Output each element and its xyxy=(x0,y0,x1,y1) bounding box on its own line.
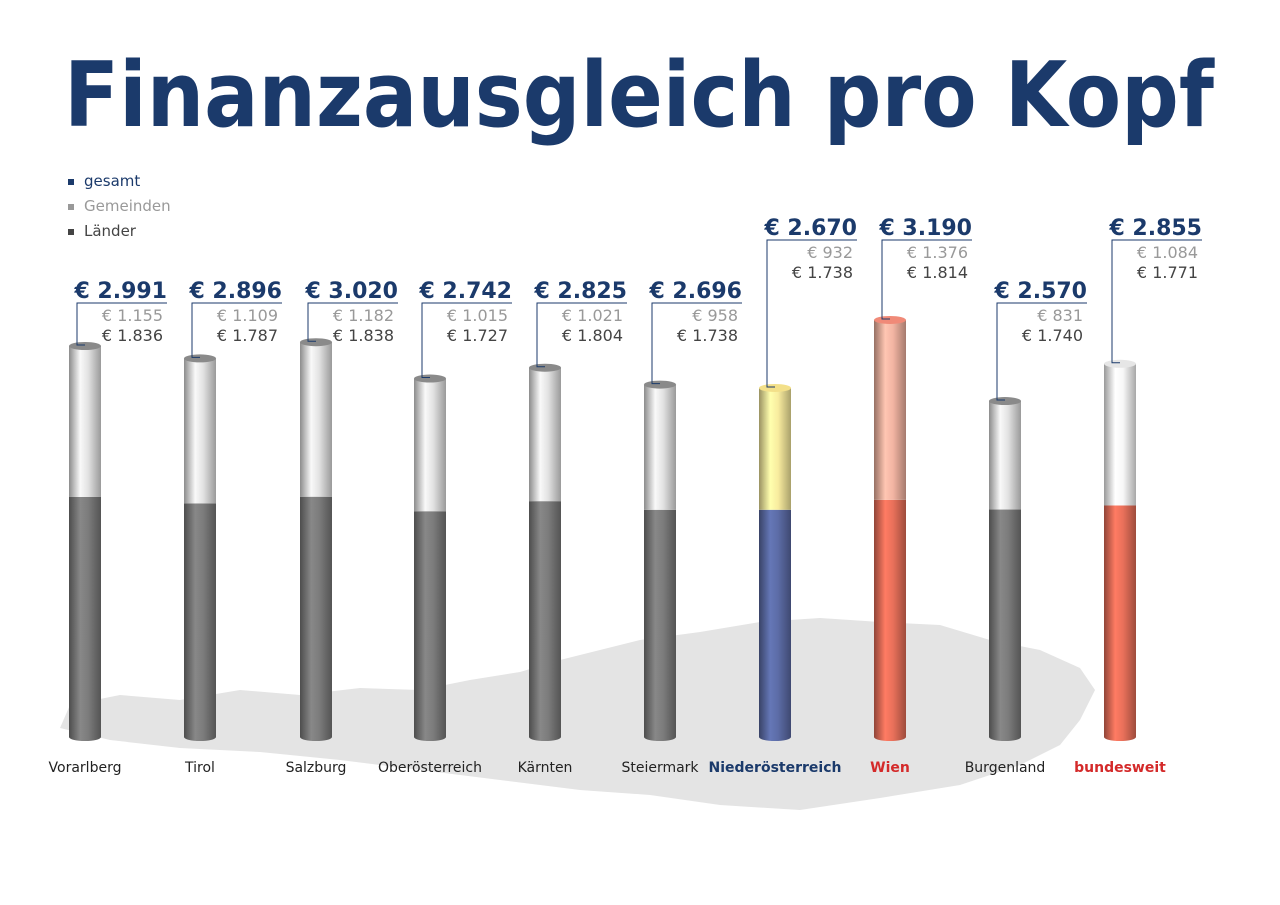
leader-line xyxy=(881,239,972,320)
bar-segment xyxy=(874,499,906,737)
x-tick-label: Wien xyxy=(870,760,910,776)
legend-label: Länder xyxy=(84,222,137,240)
bar-segment xyxy=(69,346,101,497)
bar-segment xyxy=(529,367,561,502)
laender-label: € 1.727 xyxy=(447,326,508,345)
x-tick-label: Steiermark xyxy=(621,760,699,776)
gemeinden-label: € 1.015 xyxy=(447,306,508,325)
legend-label: Gemeinden xyxy=(84,197,171,215)
leader-line xyxy=(996,302,1087,401)
x-tick-label: bundesweit xyxy=(1074,760,1166,776)
bar-segment xyxy=(989,509,1021,737)
chart-title: Finanzausgleich pro Kopf xyxy=(64,43,1215,148)
laender-label: € 1.804 xyxy=(562,326,623,345)
leader-line xyxy=(536,302,627,368)
leader-line xyxy=(766,239,857,388)
laender-label: € 1.771 xyxy=(1137,263,1198,282)
gemeinden-label: € 1.021 xyxy=(562,306,623,325)
total-label: € 2.670 xyxy=(763,216,857,241)
leader-line xyxy=(651,302,742,385)
bar-segment xyxy=(300,342,332,497)
bar-segment xyxy=(300,496,332,737)
x-tick-label: Salzburg xyxy=(286,760,347,776)
bar-segment xyxy=(1104,363,1136,506)
cylinder-top xyxy=(529,363,561,372)
cylinder-top xyxy=(69,342,101,350)
gemeinden-label: € 1.182 xyxy=(333,306,394,325)
gemeinden-label: € 958 xyxy=(692,306,738,325)
cylinder-top xyxy=(300,338,332,347)
laender-label: € 1.838 xyxy=(333,326,394,345)
total-label: € 3.020 xyxy=(304,279,398,304)
bar-segment xyxy=(184,503,216,737)
x-tick-label: Oberösterreich xyxy=(378,760,482,776)
laender-label: € 1.787 xyxy=(217,326,278,345)
bar-segment xyxy=(759,509,791,737)
cylinder-top xyxy=(989,397,1021,406)
cylinder-top xyxy=(1104,359,1136,368)
x-tick-label: Vorarlberg xyxy=(49,760,122,776)
total-label: € 3.190 xyxy=(878,216,972,241)
gemeinden-label: € 1.084 xyxy=(1137,243,1198,262)
total-label: € 2.896 xyxy=(188,279,282,304)
total-label: € 2.991 xyxy=(73,279,167,304)
gemeinden-label: € 1.155 xyxy=(102,306,163,325)
total-label: € 2.570 xyxy=(993,279,1087,304)
bar-segment xyxy=(759,387,791,510)
gemeinden-label: € 1.376 xyxy=(907,243,968,262)
laender-label: € 1.814 xyxy=(907,263,968,282)
bar-segment xyxy=(184,358,216,504)
bar-segment xyxy=(529,501,561,737)
laender-label: € 1.740 xyxy=(1022,326,1083,345)
gemeinden-label: € 831 xyxy=(1037,306,1083,325)
gemeinden-label: € 1.109 xyxy=(217,306,278,325)
cylinder-top xyxy=(759,383,791,392)
bar-segment xyxy=(989,400,1021,510)
legend-swatch xyxy=(68,204,74,210)
bar-segment xyxy=(414,511,446,737)
map-background xyxy=(60,618,1095,810)
x-tick-label: Tirol xyxy=(184,760,215,776)
total-label: € 2.742 xyxy=(418,279,512,304)
cylinder-top xyxy=(414,374,446,383)
bar-segment xyxy=(69,496,101,737)
cylinder-top xyxy=(644,380,676,389)
leader-line xyxy=(191,302,282,358)
laender-label: € 1.738 xyxy=(677,326,738,345)
leader-line xyxy=(76,302,167,346)
bar-segment xyxy=(644,384,676,510)
legend-swatch xyxy=(68,229,74,235)
legend-label: gesamt xyxy=(84,172,140,190)
x-tick-label: Burgenland xyxy=(965,760,1046,776)
bar-segment xyxy=(874,319,906,500)
bar-segment xyxy=(414,378,446,512)
leader-line xyxy=(421,302,512,379)
cylinder-top xyxy=(184,354,216,363)
x-tick-label: Niederösterreich xyxy=(709,760,842,776)
total-label: € 2.825 xyxy=(533,279,627,304)
bar-segment xyxy=(1104,505,1136,737)
laender-label: € 1.738 xyxy=(792,263,853,282)
total-label: € 2.696 xyxy=(648,279,742,304)
x-tick-label: Kärnten xyxy=(518,760,573,776)
leader-line xyxy=(307,302,398,342)
legend-swatch xyxy=(68,179,74,185)
bar-segment xyxy=(644,509,676,737)
laender-label: € 1.836 xyxy=(102,326,163,345)
total-label: € 2.855 xyxy=(1108,216,1202,241)
cylinder-top xyxy=(874,315,906,324)
leader-line xyxy=(1111,239,1202,364)
gemeinden-label: € 932 xyxy=(807,243,853,262)
